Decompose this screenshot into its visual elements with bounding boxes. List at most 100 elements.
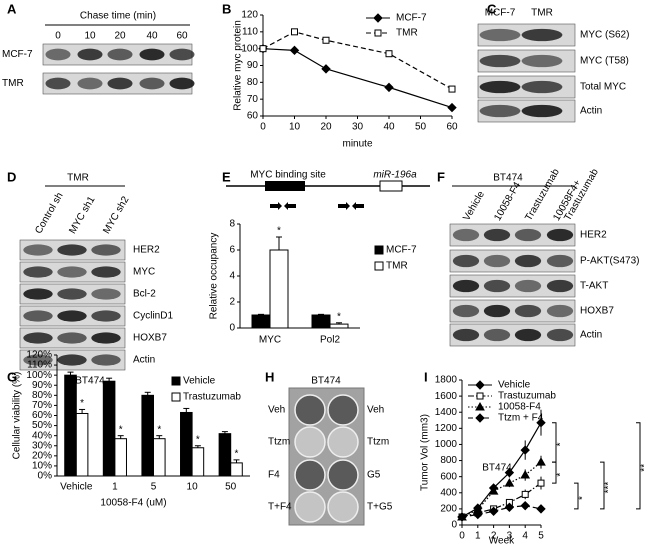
panel-label: B: [222, 1, 231, 16]
bar: [230, 462, 243, 477]
band: [45, 48, 71, 61]
blot-header: Chase time (min): [80, 11, 156, 22]
band: [546, 304, 574, 318]
primer-arrow: [284, 202, 296, 210]
annotation: BT474: [482, 463, 512, 474]
band: [107, 77, 133, 90]
panel-label: A: [7, 1, 17, 16]
y-tick-label: 20%: [32, 450, 52, 461]
row-label: MYC: [133, 267, 155, 278]
legend-label: Trastuzumab: [498, 391, 556, 402]
significance-label: ***: [604, 482, 615, 494]
panel-label: H: [265, 369, 274, 384]
y-tick-label: 100: [241, 43, 258, 54]
band: [521, 54, 563, 68]
band: [546, 228, 574, 242]
y-tick-label: 200: [440, 504, 457, 515]
y-tick-label: 70: [247, 94, 259, 105]
y-tick-label: 50%: [32, 420, 52, 431]
band: [77, 48, 103, 61]
y-tick-label: 0: [451, 520, 457, 531]
band: [91, 244, 121, 256]
band: [514, 254, 542, 268]
row-label: Actin: [580, 106, 602, 117]
y-tick-label: 8: [229, 219, 235, 230]
lane-label: 40: [146, 31, 158, 42]
well: [327, 394, 359, 426]
legend-label: TMR: [396, 28, 418, 39]
point: [259, 45, 267, 53]
legend-swatch: [374, 261, 384, 271]
x-tick-label: 40: [383, 122, 395, 133]
y-tick-label: 110: [242, 26, 258, 37]
well: [327, 491, 359, 523]
band: [57, 310, 87, 322]
row-label: Ttzm: [367, 437, 389, 448]
point: [536, 457, 546, 466]
legend-label: MCF-7: [396, 13, 427, 24]
point: [536, 417, 546, 428]
lane-label: 60: [176, 31, 188, 42]
legend-label: Ttzm + F4: [498, 413, 544, 424]
y-tick-label: 60%: [32, 410, 52, 421]
bar: [75, 412, 89, 477]
legend-label: Vehicle: [183, 376, 216, 387]
y-axis-label: Relative myc protein: [233, 20, 244, 111]
legend-swatch: [374, 245, 384, 255]
row-label: Veh: [268, 405, 285, 416]
legend-marker: [476, 392, 484, 400]
x-tick-label: 1: [112, 482, 118, 493]
band: [23, 332, 53, 344]
x-tick-label: 20: [320, 122, 332, 133]
panel-label: I: [424, 369, 428, 384]
x-tick-label: 50: [225, 482, 237, 493]
bar: [191, 447, 205, 477]
y-tick-label: 90: [247, 60, 259, 71]
band: [139, 77, 165, 90]
band: [521, 104, 563, 118]
bar: [218, 433, 232, 477]
panel-label: F: [437, 169, 445, 184]
chart-title: BT474: [75, 376, 105, 387]
row-label: HOXB7: [133, 333, 167, 344]
x-tick-label: 1: [475, 531, 481, 542]
band: [169, 77, 195, 90]
row-label: HER2: [133, 245, 160, 256]
point: [291, 28, 298, 36]
blot-strip: [449, 274, 576, 298]
significance-bracket: [636, 422, 641, 510]
y-tick-label: 80: [247, 77, 259, 88]
blot-header: TMR: [67, 173, 89, 184]
legend-label: Vehicle: [498, 380, 531, 391]
bar: [329, 323, 349, 329]
band: [91, 310, 121, 322]
row-label: T-AKT: [580, 281, 608, 292]
bar: [141, 394, 154, 477]
x-tick-label: 2: [491, 531, 497, 542]
band: [169, 48, 195, 61]
blot-strip: [449, 249, 576, 273]
row-label: T+G5: [367, 502, 393, 513]
bar: [114, 438, 127, 477]
blot-strip: [449, 299, 576, 323]
band: [77, 77, 103, 90]
row-label: MYC (S62): [580, 30, 629, 41]
band: [546, 328, 574, 342]
blot-strip: [449, 223, 576, 247]
blot-strip: [449, 323, 576, 347]
band: [107, 48, 133, 61]
well: [327, 459, 359, 491]
significance-label: *: [556, 442, 567, 446]
lane-label: TMR: [531, 8, 553, 19]
binding-site: [265, 181, 305, 191]
band: [479, 28, 521, 42]
y-tick-label: 800: [440, 455, 457, 466]
x-tick-label: 30: [352, 122, 364, 133]
row-label: HOXB7: [580, 306, 614, 317]
y-tick-label: 4: [229, 271, 235, 282]
y-axis-label: Relative occupancy: [209, 233, 220, 320]
lane-label: 0: [55, 31, 61, 42]
panel-label: C: [487, 1, 497, 16]
band: [452, 328, 480, 342]
